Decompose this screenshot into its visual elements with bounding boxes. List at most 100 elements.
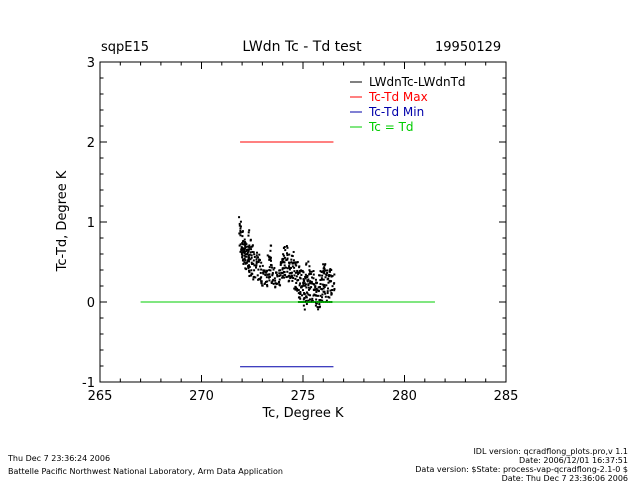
data-point [255, 260, 258, 263]
data-point [247, 265, 250, 268]
data-point [323, 286, 326, 289]
data-point [329, 289, 332, 292]
data-point [239, 243, 242, 246]
data-point [257, 261, 260, 264]
data-point [239, 231, 242, 234]
data-point [245, 261, 248, 264]
data-point [294, 285, 297, 288]
data-point [241, 247, 244, 250]
data-point [299, 292, 302, 295]
data-point [296, 289, 299, 292]
data-point [319, 282, 322, 285]
data-point [313, 293, 316, 296]
data-point [281, 258, 284, 261]
data-point [250, 254, 253, 257]
data-point [248, 246, 251, 249]
data-point [291, 279, 294, 282]
footer-version-info: IDL version: qcradflong_plots.pro,v 1.1 … [415, 447, 628, 483]
data-point [328, 270, 331, 273]
data-point [257, 268, 260, 271]
data-point [249, 258, 252, 261]
data-point [252, 262, 255, 265]
data-point [266, 269, 269, 272]
data-point [312, 289, 315, 292]
data-point [309, 272, 312, 275]
data-point [284, 249, 287, 252]
data-point [272, 282, 275, 285]
x-axis-label: Tc, Degree K [261, 406, 344, 421]
data-point [306, 301, 309, 303]
data-point [333, 273, 336, 276]
data-point [300, 269, 303, 272]
data-point [297, 301, 300, 303]
data-point [246, 245, 249, 248]
data-point [307, 260, 310, 263]
data-point [285, 245, 288, 248]
data-point [285, 259, 288, 262]
data-point [304, 283, 307, 286]
data-point [312, 270, 315, 273]
data-point [302, 278, 305, 281]
data-point [251, 263, 254, 266]
data-point [304, 277, 307, 280]
data-point [292, 277, 295, 280]
data-point [260, 276, 263, 279]
data-point [281, 271, 284, 274]
legend-label: Tc = Td [368, 120, 414, 134]
data-point [324, 269, 327, 272]
data-point [263, 282, 266, 285]
data-point [289, 275, 292, 278]
data-point [326, 290, 329, 293]
data-point [243, 249, 246, 252]
data-point [291, 265, 294, 268]
data-point [301, 270, 304, 273]
data-point [304, 284, 307, 287]
data-point [263, 270, 266, 273]
data-point [298, 271, 301, 274]
data-point [304, 273, 307, 276]
data-point [305, 286, 308, 289]
footer-idl-date: Date: 2006/12/01 16:37:51 [519, 456, 628, 465]
data-point [261, 264, 264, 267]
data-point [321, 299, 324, 302]
data-point [253, 253, 256, 256]
data-point [278, 272, 281, 275]
y-tick-label: 1 [87, 216, 95, 231]
data-point [283, 246, 286, 249]
data-point [327, 281, 330, 284]
data-point [307, 288, 310, 291]
data-point [289, 277, 292, 280]
data-point [278, 275, 281, 278]
data-point [250, 274, 253, 277]
data-point [310, 286, 313, 289]
data-point [322, 301, 325, 303]
data-point [294, 261, 297, 264]
data-point [314, 304, 317, 307]
data-point [328, 279, 331, 282]
x-tick-label: 285 [494, 389, 519, 404]
data-point [326, 292, 329, 295]
data-point [324, 295, 327, 298]
data-point [241, 254, 244, 257]
data-point [311, 297, 314, 300]
data-point [331, 275, 334, 278]
data-point [310, 270, 313, 273]
data-point [285, 276, 288, 279]
data-point [282, 247, 285, 250]
data-point [259, 278, 262, 281]
data-point [260, 261, 263, 264]
data-point [320, 301, 323, 303]
data-point [286, 270, 289, 273]
data-point [307, 293, 310, 296]
data-point [299, 301, 302, 303]
data-point [243, 261, 246, 264]
data-point [241, 256, 244, 259]
data-point [321, 296, 324, 299]
data-point [247, 257, 250, 260]
data-point [321, 283, 324, 286]
data-point [244, 250, 247, 253]
data-point [256, 251, 259, 254]
data-point [253, 269, 256, 272]
data-point [297, 292, 300, 295]
data-point [304, 301, 307, 303]
